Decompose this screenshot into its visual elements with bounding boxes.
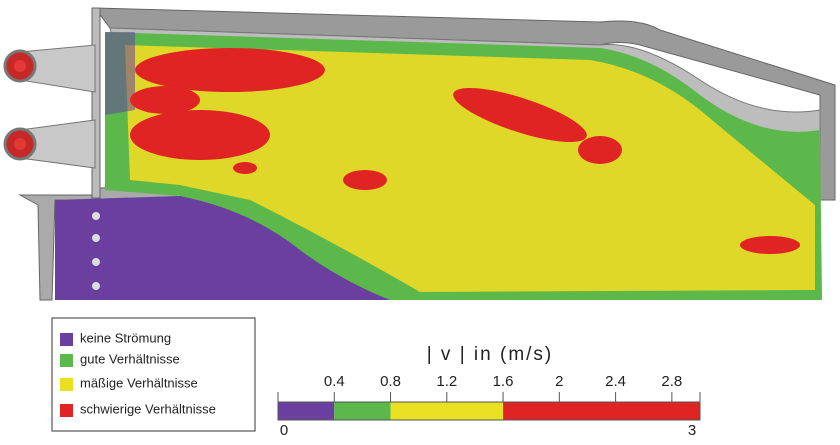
legend-swatch (60, 378, 73, 391)
tick-label: 2.8 (661, 373, 682, 390)
legend-swatch (60, 354, 73, 367)
legend-swatch (60, 333, 73, 346)
range-label: 0 (280, 422, 288, 439)
tick-label: 2.4 (605, 373, 626, 390)
range-label: 3 (688, 422, 696, 439)
legend-label: schwierige Verhältnisse (80, 401, 216, 416)
legend-label: gute Verhältnisse (80, 351, 180, 366)
tick-label: 1.6 (493, 373, 514, 390)
colorbar: 0.4 0.8 1.2 1.6 2 2.4 2.8 0 3 (278, 373, 700, 439)
legend-swatch (60, 404, 73, 417)
colorbar-segment (503, 402, 700, 420)
figure: keine Strömung gute Verhältnisse mäßige Ve… (0, 0, 840, 440)
colorbar-segment (334, 402, 390, 420)
tick-label: 2 (555, 373, 563, 390)
tick-label: 0.4 (324, 373, 345, 390)
colorbar-segment (391, 402, 504, 420)
tick-label: 0.8 (380, 373, 401, 390)
colorbar-segment (278, 402, 334, 420)
legend-label: mäßige Verhältnisse (80, 375, 198, 390)
flow-visualization (5, 8, 835, 300)
tick-label: 1.2 (436, 373, 457, 390)
legend-label: keine Strömung (80, 330, 171, 345)
colorbar-title: | v | in (m/s) (427, 344, 554, 365)
page: keine Strömung gute Verhältnisse mäßige Ve… (0, 0, 840, 440)
